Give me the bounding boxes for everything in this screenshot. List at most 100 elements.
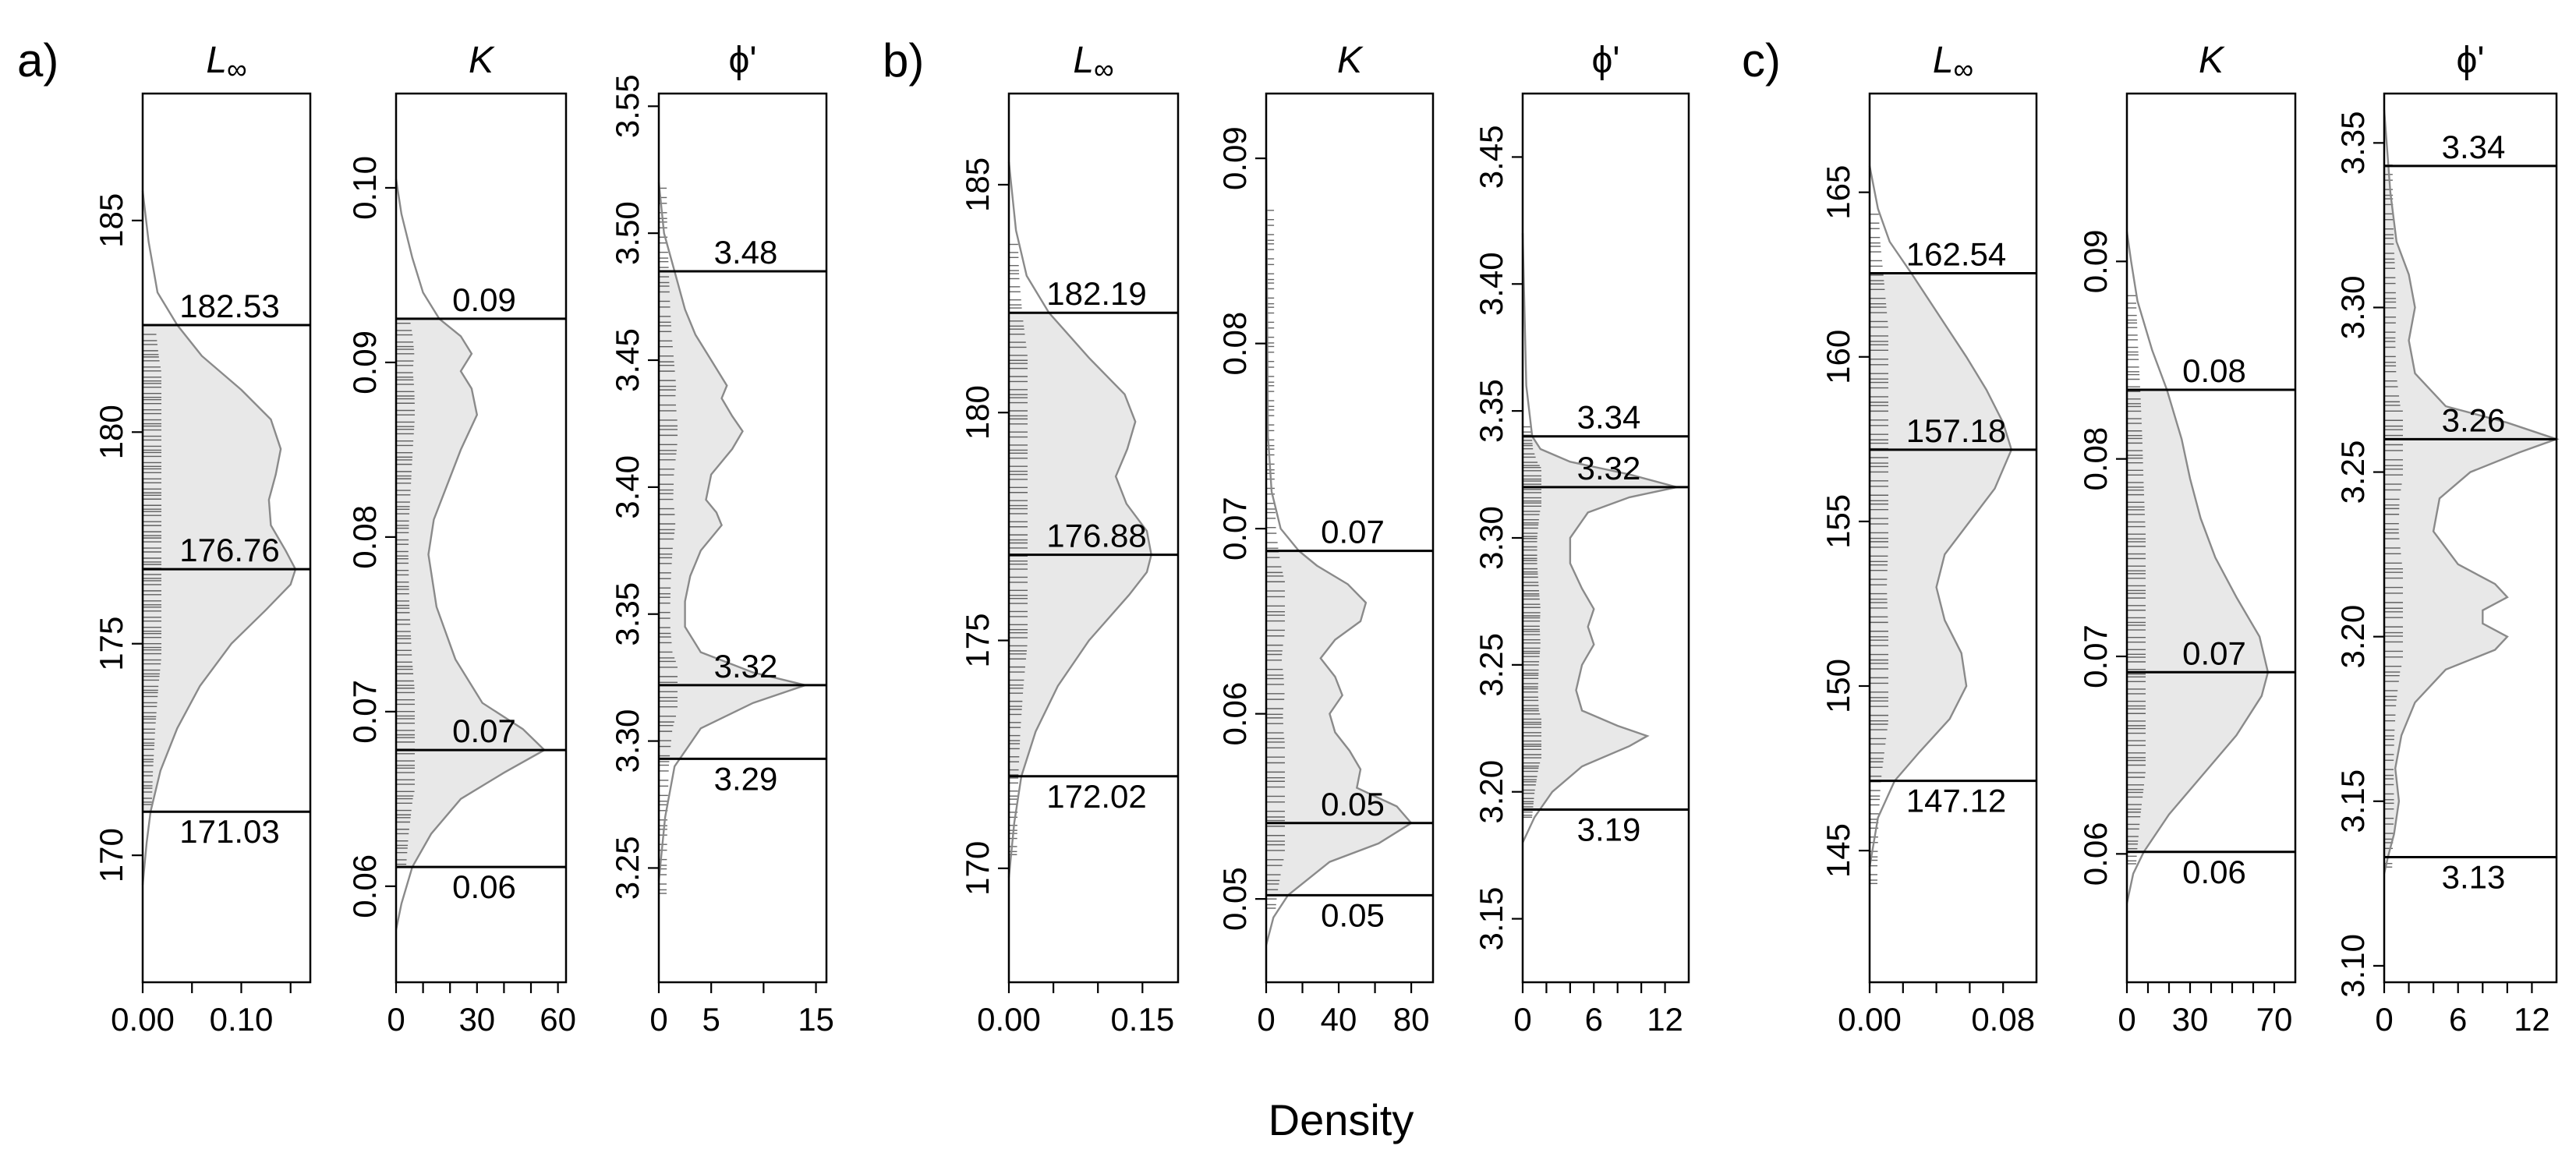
y-tick-label: 165 bbox=[1820, 165, 1856, 220]
x-tick-label: 5 bbox=[702, 1001, 720, 1038]
panel-frame bbox=[2383, 92, 2558, 984]
density-panel-1: L∞ 182.53 176.76 171.03 170 175 180 185 0.00 0.10 bbox=[93, 40, 312, 1038]
interval-label: 0.05 bbox=[1321, 786, 1385, 822]
y-tick-label: 3.15 bbox=[2334, 769, 2371, 833]
x-tick-label: 0 bbox=[387, 1001, 405, 1038]
y-tick-label: 180 bbox=[959, 385, 996, 440]
y-tick-label: 0.09 bbox=[2077, 229, 2114, 293]
density-panel-7: L∞ 162.54 157.18 147.12 145 150 155 160 165 0.00 0… bbox=[1820, 40, 2038, 1038]
density-shade bbox=[2384, 165, 2557, 858]
y-tick-label: 3.40 bbox=[609, 455, 646, 519]
density-panel-3: ϕ' 3.48 3.32 3.29 3.25 3.30 3.35 3.40 3.45 3.50 3.… bbox=[609, 40, 834, 1038]
y-tick-label: 0.08 bbox=[346, 505, 383, 569]
density-panel-2: K 0.09 0.07 0.06 0.06 0.07 0.08 0.09 0.10 0 30 60 bbox=[346, 40, 576, 1038]
x-tick-label: 40 bbox=[1321, 1001, 1357, 1038]
interval-label: 0.09 bbox=[452, 281, 516, 318]
interval-label: 147.12 bbox=[1906, 783, 2006, 819]
panel-title-sub: ∞ bbox=[1094, 53, 1114, 85]
interval-label: 3.48 bbox=[714, 234, 778, 271]
panel-title: K bbox=[469, 40, 495, 81]
interval-label: 176.88 bbox=[1046, 518, 1146, 554]
x-tick-label: 0.00 bbox=[111, 1001, 175, 1038]
density-shade bbox=[1870, 273, 2012, 781]
interval-label: 0.05 bbox=[1321, 897, 1385, 933]
interval-label: 3.32 bbox=[1577, 450, 1641, 486]
panel-frame bbox=[1007, 92, 1180, 984]
y-tick-label: 0.10 bbox=[346, 156, 383, 220]
interval-label: 157.18 bbox=[1906, 412, 2006, 449]
panel-frame bbox=[1265, 92, 1435, 984]
interval-label: 3.19 bbox=[1577, 812, 1641, 848]
x-tick-label: 0.15 bbox=[1110, 1001, 1174, 1038]
x-axis-label: Density bbox=[1269, 1095, 1414, 1144]
panel-title: L∞ bbox=[1073, 40, 1113, 85]
density-curve bbox=[141, 190, 297, 886]
density-panel-8: K 0.08 0.07 0.06 0.06 0.07 0.08 0.09 0 30 70 bbox=[2077, 40, 2297, 1038]
y-tick-label: 180 bbox=[93, 405, 129, 459]
interval-label: 0.06 bbox=[2182, 854, 2246, 890]
density-panel-9: ϕ' 3.34 3.26 3.13 3.10 3.15 3.20 3.25 3.30 3.35 0 6… bbox=[2334, 40, 2560, 1038]
y-tick-label: 145 bbox=[1820, 823, 1856, 878]
y-tick-label: 0.07 bbox=[2077, 624, 2114, 688]
panel-frame bbox=[141, 92, 312, 984]
x-tick-label: 30 bbox=[458, 1001, 495, 1038]
y-tick-label: 3.30 bbox=[1473, 506, 1509, 570]
panel-frame bbox=[395, 92, 568, 984]
x-tick-label: 0 bbox=[2375, 1001, 2393, 1038]
y-tick-label: 3.45 bbox=[609, 328, 646, 392]
y-tick-label: 3.45 bbox=[1473, 126, 1509, 189]
density-shade bbox=[1523, 436, 1677, 810]
y-tick-label: 3.25 bbox=[1473, 633, 1509, 697]
interval-label: 0.07 bbox=[1321, 514, 1385, 550]
y-tick-label: 3.55 bbox=[609, 74, 646, 138]
y-tick-label: 170 bbox=[959, 841, 996, 896]
x-tick-label: 0 bbox=[1257, 1001, 1275, 1038]
y-tick-label: 0.07 bbox=[1216, 497, 1253, 561]
y-tick-label: 3.40 bbox=[1473, 252, 1509, 316]
y-tick-label: 0.08 bbox=[1216, 312, 1253, 376]
panel-title: ϕ' bbox=[2456, 40, 2484, 81]
y-tick-label: 3.10 bbox=[2334, 934, 2371, 998]
y-tick-label: 3.50 bbox=[609, 201, 646, 265]
panel-title: ϕ' bbox=[1591, 40, 1619, 81]
density-shade bbox=[396, 318, 545, 868]
y-tick-label: 0.06 bbox=[1216, 682, 1253, 746]
y-tick-label: 0.07 bbox=[346, 680, 383, 744]
interval-label: 182.53 bbox=[179, 288, 279, 324]
panel-title-main: L bbox=[206, 40, 227, 81]
interval-label: 176.76 bbox=[179, 532, 279, 568]
y-tick-label: 0.05 bbox=[1216, 867, 1253, 931]
density-shade bbox=[2127, 390, 2268, 852]
interval-label: 171.03 bbox=[179, 813, 279, 850]
interval-label: 3.26 bbox=[2442, 401, 2506, 438]
interval-label: 0.07 bbox=[452, 713, 516, 749]
y-tick-label: 0.06 bbox=[2077, 822, 2114, 886]
x-tick-label: 0.08 bbox=[1971, 1001, 2035, 1038]
x-tick-label: 6 bbox=[2449, 1001, 2467, 1038]
x-tick-label: 70 bbox=[2256, 1001, 2293, 1038]
x-tick-label: 0 bbox=[649, 1001, 667, 1038]
panel-title-sub: ∞ bbox=[227, 53, 247, 85]
x-tick-label: 12 bbox=[1647, 1001, 1683, 1038]
y-tick-label: 3.30 bbox=[2334, 276, 2371, 340]
density-panel-5: K 0.07 0.05 0.05 0.05 0.06 0.07 0.08 0.09 0 40 80 bbox=[1216, 40, 1435, 1038]
x-tick-label: 12 bbox=[2514, 1001, 2550, 1038]
x-tick-label: 0.10 bbox=[210, 1001, 274, 1038]
x-tick-label: 60 bbox=[540, 1001, 576, 1038]
y-tick-label: 3.35 bbox=[1473, 379, 1509, 443]
panel-title: K bbox=[1337, 40, 1364, 81]
x-tick-label: 30 bbox=[2172, 1001, 2209, 1038]
density-shade bbox=[1009, 313, 1152, 776]
interval-label: 0.07 bbox=[2182, 635, 2246, 671]
y-tick-label: 160 bbox=[1820, 330, 1856, 384]
y-tick-label: 185 bbox=[959, 157, 996, 212]
y-tick-label: 3.20 bbox=[2334, 605, 2371, 669]
y-tick-label: 3.35 bbox=[609, 582, 646, 646]
interval-label: 3.34 bbox=[1577, 399, 1641, 436]
y-tick-label: 170 bbox=[93, 828, 129, 882]
y-tick-label: 150 bbox=[1820, 659, 1856, 713]
interval-label: 0.08 bbox=[2182, 352, 2246, 389]
y-tick-label: 175 bbox=[959, 613, 996, 667]
